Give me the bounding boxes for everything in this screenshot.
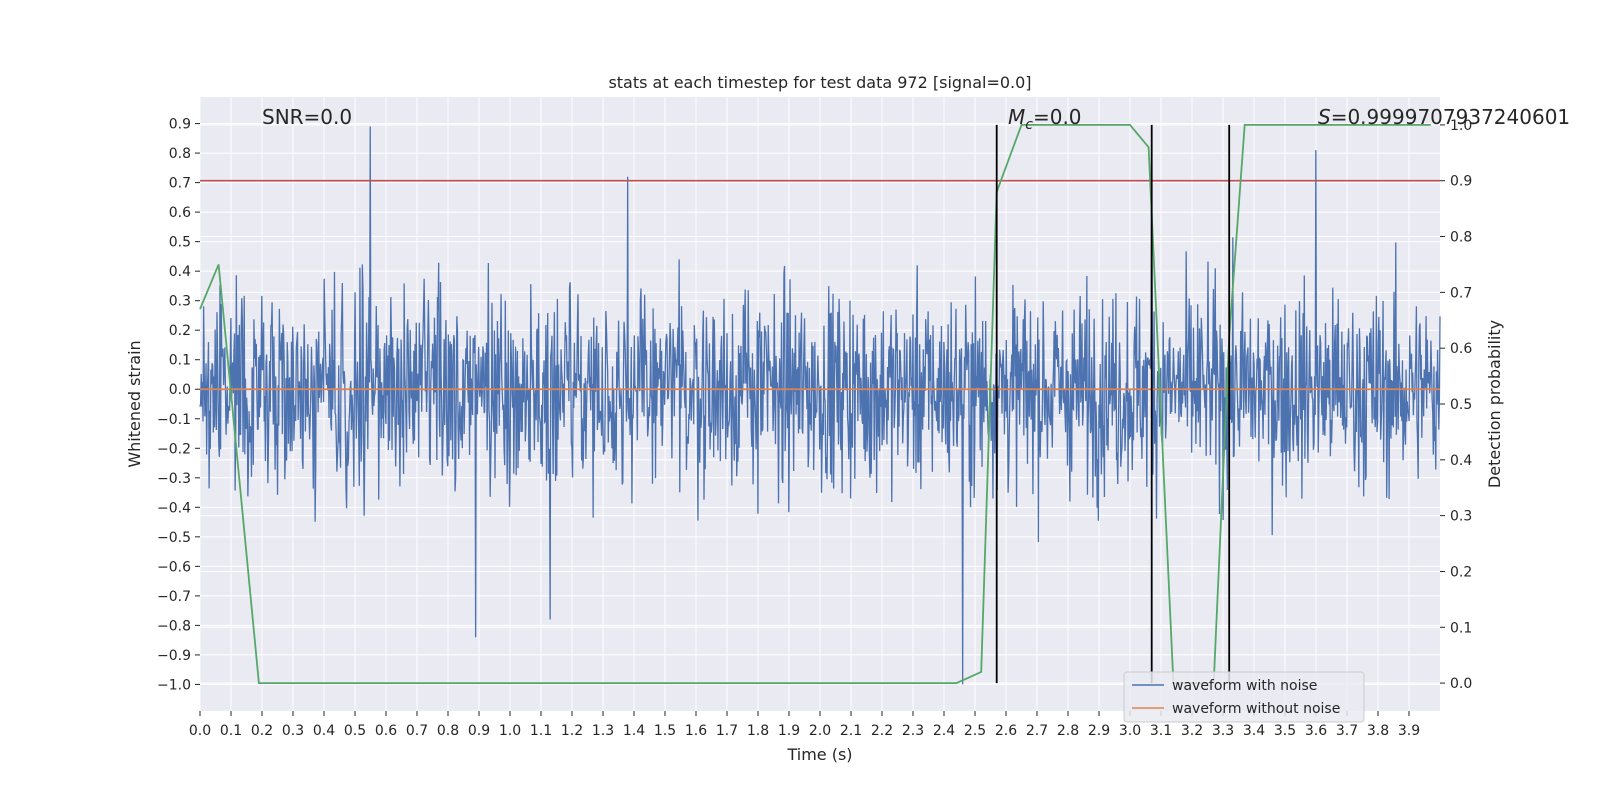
y2-tick-label: 0.6 [1450, 341, 1472, 357]
y2-tick-label: 0.4 [1450, 453, 1472, 469]
x-tick-label: 3.4 [1243, 723, 1265, 739]
y-tick-label: −0.6 [157, 559, 191, 575]
y-tick-label: 0.4 [169, 264, 191, 280]
legend-label-noise: waveform with noise [1172, 678, 1317, 694]
y-tick-label: −0.1 [157, 412, 191, 428]
x-tick-label: 1.8 [747, 723, 769, 739]
x-tick-label: 2.4 [933, 723, 955, 739]
y-tick-label: 0.0 [169, 382, 191, 398]
series-waveform-with-noise [199, 126, 1441, 685]
x-tick-label: 3.5 [1274, 723, 1296, 739]
x-tick-label: 2.5 [964, 723, 986, 739]
y-tick-label: −0.8 [157, 618, 191, 634]
x-tick-label: 2.6 [995, 723, 1017, 739]
x-tick-label: 2.8 [1057, 723, 1079, 739]
x-tick-label: 0.8 [437, 723, 459, 739]
legend-box [1123, 671, 1365, 723]
x-tick-label: 0.5 [344, 723, 366, 739]
x-tick-label: 0.7 [406, 723, 428, 739]
y-axis-label: Whitened strain [125, 340, 144, 467]
y2-tick-label: 0.1 [1450, 620, 1472, 636]
y-tick-label: 0.9 [169, 117, 191, 133]
s-annotation: S=0.9999707937240601 [1318, 105, 1570, 129]
snr-annotation: SNR=0.0 [262, 105, 352, 129]
x-tick-label: 0.9 [468, 723, 490, 739]
x-tick-label: 1.4 [623, 723, 645, 739]
y-tick-label: 0.5 [169, 235, 191, 251]
y2-tick-label: 0.8 [1450, 230, 1472, 246]
legend: waveform with noise waveform without noi… [1123, 671, 1365, 723]
x-tick-label: 3.8 [1367, 723, 1389, 739]
x-tick-label: 0.3 [282, 723, 304, 739]
y-tick-label: −1.0 [157, 677, 191, 693]
mc-value: =0.0 [1033, 105, 1082, 129]
y-axis-ticks: 0.9 0.8 0.7 0.6 0.5 0.4 0.3 0.2 0.1 0.0 −0.1 −0.2 −0… [157, 117, 200, 693]
y2-tick-label: 0.9 [1450, 174, 1472, 190]
x-tick-label: 3.7 [1336, 723, 1358, 739]
y-tick-label: −0.7 [157, 589, 191, 605]
y-tick-label: −0.2 [157, 441, 191, 457]
x-tick-label: 2.7 [1026, 723, 1048, 739]
y-tick-label: 0.8 [169, 146, 191, 162]
chart-title: stats at each timestep for test data 972… [608, 73, 1031, 92]
mc-symbol: M [1008, 105, 1025, 129]
s-symbol: S [1318, 105, 1331, 129]
series-detection-probability [199, 124, 1431, 684]
legend-label-clean: waveform without noise [1172, 701, 1340, 717]
y2-axis-ticks: 1.0 0.9 0.8 0.7 0.6 0.5 0.4 0.3 0.2 0.1 0.0 [1440, 118, 1472, 692]
y-tick-label: −0.9 [157, 648, 191, 664]
x-tick-label: 2.3 [902, 723, 924, 739]
x-tick-label: 3.0 [1119, 723, 1141, 739]
y-tick-label: 0.7 [169, 176, 191, 192]
x-tick-label: 1.2 [561, 723, 583, 739]
y-tick-label: −0.5 [157, 530, 191, 546]
y2-tick-label: 0.7 [1450, 285, 1472, 301]
y2-tick-label: 0.5 [1450, 397, 1472, 413]
y-tick-label: −0.4 [157, 500, 191, 516]
x-tick-label: 1.6 [685, 723, 707, 739]
y-tick-label: 0.2 [169, 323, 191, 339]
y2-tick-label: 0.2 [1450, 564, 1472, 580]
x-tick-label: 2.9 [1088, 723, 1110, 739]
x-tick-label: 0.0 [189, 723, 211, 739]
y-tick-label: 0.1 [169, 353, 191, 369]
x-tick-label: 0.1 [220, 723, 242, 739]
x-axis-label: Time (s) [786, 745, 852, 764]
mc-subscript: c [1025, 117, 1033, 133]
y2-tick-label: 0.0 [1450, 676, 1472, 692]
y2-tick-label: 0.3 [1450, 509, 1472, 525]
x-tick-label: 0.2 [251, 723, 273, 739]
x-tick-label: 3.9 [1398, 723, 1420, 739]
probability-line [199, 124, 1431, 684]
x-tick-label: 1.5 [654, 723, 676, 739]
y2-axis-label: Detection probability [1485, 320, 1504, 488]
x-tick-label: 1.1 [530, 723, 552, 739]
y-tick-label: −0.3 [157, 471, 191, 487]
x-tick-label: 0.4 [313, 723, 335, 739]
x-tick-label: 2.2 [871, 723, 893, 739]
y-tick-label: 0.6 [169, 205, 191, 221]
y2-tick-label: 1.0 [1450, 118, 1472, 134]
s-value: =0.9999707937240601 [1331, 105, 1570, 129]
x-tick-label: 3.6 [1305, 723, 1327, 739]
grid [199, 97, 1440, 711]
x-tick-label: 0.6 [375, 723, 397, 739]
x-tick-label: 3.3 [1212, 723, 1234, 739]
mc-annotation: Mc=0.0 [1008, 105, 1082, 133]
x-tick-label: 2.1 [840, 723, 862, 739]
noise-waveform-line [199, 126, 1441, 685]
x-tick-label: 3.2 [1181, 723, 1203, 739]
x-tick-label: 1.9 [778, 723, 800, 739]
x-tick-label: 2.0 [809, 723, 831, 739]
x-tick-label: 1.3 [592, 723, 614, 739]
x-tick-label: 3.1 [1150, 723, 1172, 739]
y-tick-label: 0.3 [169, 294, 191, 310]
x-tick-label: 1.0 [499, 723, 521, 739]
event-lines [995, 124, 1231, 684]
x-tick-label: 1.7 [716, 723, 738, 739]
